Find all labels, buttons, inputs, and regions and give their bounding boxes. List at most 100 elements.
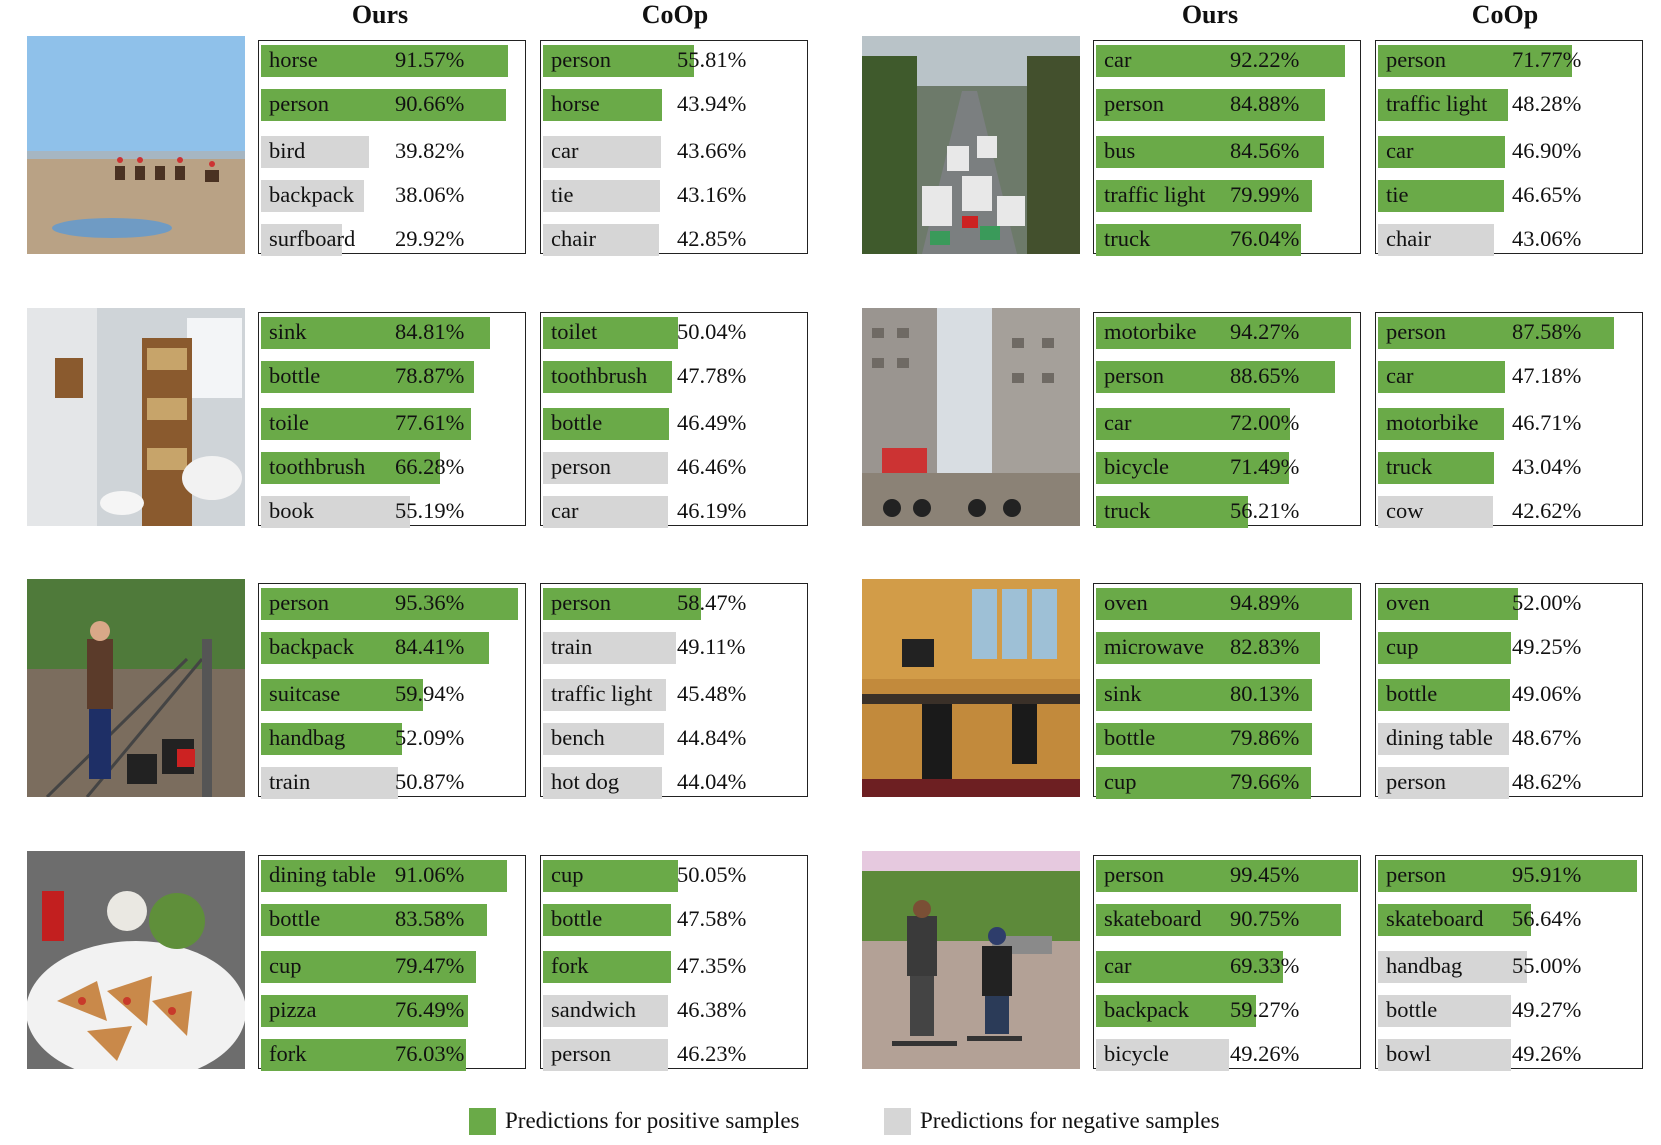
class-label: person	[269, 91, 329, 116]
prediction-row: motorbike 46.71%	[1378, 408, 1640, 440]
positive-score-bar	[1096, 89, 1326, 121]
positive-score-bar	[1096, 860, 1358, 892]
score-value: 58.47%	[677, 590, 747, 615]
score-value: 43.16%	[677, 182, 747, 207]
positive-score-bar	[1378, 361, 1506, 393]
score-value: 47.18%	[1512, 363, 1582, 388]
prediction-row: car 72.00%	[1096, 408, 1358, 440]
positive-score-bar	[1096, 723, 1312, 755]
prediction-row: bird 39.82%	[261, 136, 523, 168]
prediction-row: dining table 48.67%	[1378, 723, 1640, 755]
bathroom-shelf-photo	[27, 308, 245, 526]
prediction-row: chair 42.85%	[543, 224, 805, 256]
positive-score-bar	[1378, 408, 1505, 440]
prediction-row: person 46.46%	[543, 452, 805, 484]
class-label: person	[1104, 363, 1164, 388]
class-label: cup	[551, 862, 584, 887]
prediction-row: person 95.36%	[261, 588, 523, 620]
positive-score-bar	[1096, 767, 1312, 799]
class-label: motorbike	[1386, 410, 1479, 435]
class-label: bicycle	[1104, 1041, 1169, 1066]
score-value: 46.49%	[677, 410, 747, 435]
prediction-row: handbag 55.00%	[1378, 951, 1640, 983]
negative-score-bar	[261, 767, 399, 799]
class-label: dining table	[1386, 725, 1493, 750]
positive-score-bar	[1096, 496, 1248, 528]
score-value: 90.75%	[1230, 906, 1300, 931]
score-value: 79.86%	[1230, 725, 1300, 750]
prediction-box-ours: oven 94.89% microwave 82.83% sink 80.13% bottl…	[1093, 583, 1361, 799]
score-value: 84.56%	[1230, 138, 1300, 163]
prediction-row: motorbike 94.27%	[1096, 317, 1358, 349]
prediction-box-ours: motorbike 94.27% person 88.65% car 72.00% bicy…	[1093, 312, 1361, 528]
score-value: 72.00%	[1230, 410, 1300, 435]
class-label: bus	[1104, 138, 1136, 163]
prediction-row: skateboard 56.64%	[1378, 904, 1640, 936]
positive-score-bar	[1378, 860, 1637, 892]
prediction-row: oven 52.00%	[1378, 588, 1640, 620]
class-label: bottle	[1386, 681, 1438, 706]
score-value: 46.38%	[677, 997, 747, 1022]
prediction-row: horse 91.57%	[261, 45, 523, 77]
negative-score-bar	[1378, 224, 1495, 256]
positive-score-bar	[1096, 679, 1313, 711]
score-value: 50.87%	[395, 769, 465, 794]
positive-score-bar	[1096, 904, 1342, 936]
class-label: suitcase	[269, 681, 341, 706]
prediction-row: bicycle 71.49%	[1096, 452, 1358, 484]
positive-score-bar	[1096, 452, 1290, 484]
positive-score-bar	[261, 951, 476, 983]
score-value: 43.04%	[1512, 454, 1582, 479]
prediction-row: surfboard 29.92%	[261, 224, 523, 256]
prediction-row: sink 80.13%	[1096, 679, 1358, 711]
class-label: sandwich	[551, 997, 636, 1022]
score-value: 49.11%	[677, 634, 746, 659]
class-label: book	[269, 498, 314, 523]
negative-score-bar	[1378, 1039, 1511, 1071]
class-label: sink	[269, 319, 307, 344]
street-motorbikes-photo	[862, 308, 1080, 526]
positive-score-bar	[543, 408, 669, 440]
prediction-row: bus 84.56%	[1096, 136, 1358, 168]
positive-score-bar	[261, 317, 490, 349]
score-value: 84.88%	[1230, 91, 1300, 116]
positive-score-bar	[1096, 136, 1325, 168]
class-label: toile	[269, 410, 309, 435]
score-value: 87.58%	[1512, 319, 1582, 344]
legend-negative-swatch	[884, 1108, 911, 1135]
class-label: person	[1386, 319, 1446, 344]
negative-score-bar	[543, 723, 665, 755]
class-label: oven	[1386, 590, 1430, 615]
score-value: 99.45%	[1230, 862, 1300, 887]
class-label: bottle	[269, 906, 321, 931]
class-label: sink	[1104, 681, 1142, 706]
prediction-row: person 95.91%	[1378, 860, 1640, 892]
score-value: 55.00%	[1512, 953, 1582, 978]
class-label: car	[1386, 363, 1414, 388]
score-value: 43.94%	[677, 91, 747, 116]
positive-score-bar	[1378, 632, 1511, 664]
negative-score-bar	[543, 136, 661, 168]
score-value: 95.36%	[395, 590, 465, 615]
city-traffic-jam-photo	[862, 36, 1080, 254]
score-value: 49.25%	[1512, 634, 1582, 659]
class-label: car	[1104, 953, 1132, 978]
class-label: chair	[1386, 226, 1431, 251]
positive-score-bar	[261, 904, 487, 936]
positive-score-bar	[1378, 180, 1504, 212]
positive-score-bar	[261, 452, 440, 484]
prediction-row: traffic light 45.48%	[543, 679, 805, 711]
class-label: dining table	[269, 862, 376, 887]
class-label: truck	[1386, 454, 1433, 479]
positive-score-bar	[543, 317, 679, 349]
score-value: 52.00%	[1512, 590, 1582, 615]
prediction-row: pizza 76.49%	[261, 995, 523, 1027]
class-label: horse	[269, 47, 318, 72]
score-value: 44.04%	[677, 769, 747, 794]
positive-score-bar	[543, 951, 671, 983]
prediction-row: person 88.65%	[1096, 361, 1358, 393]
positive-score-bar	[1378, 904, 1531, 936]
score-value: 94.27%	[1230, 319, 1300, 344]
prediction-row: backpack 38.06%	[261, 180, 523, 212]
positive-score-bar	[1096, 224, 1302, 256]
